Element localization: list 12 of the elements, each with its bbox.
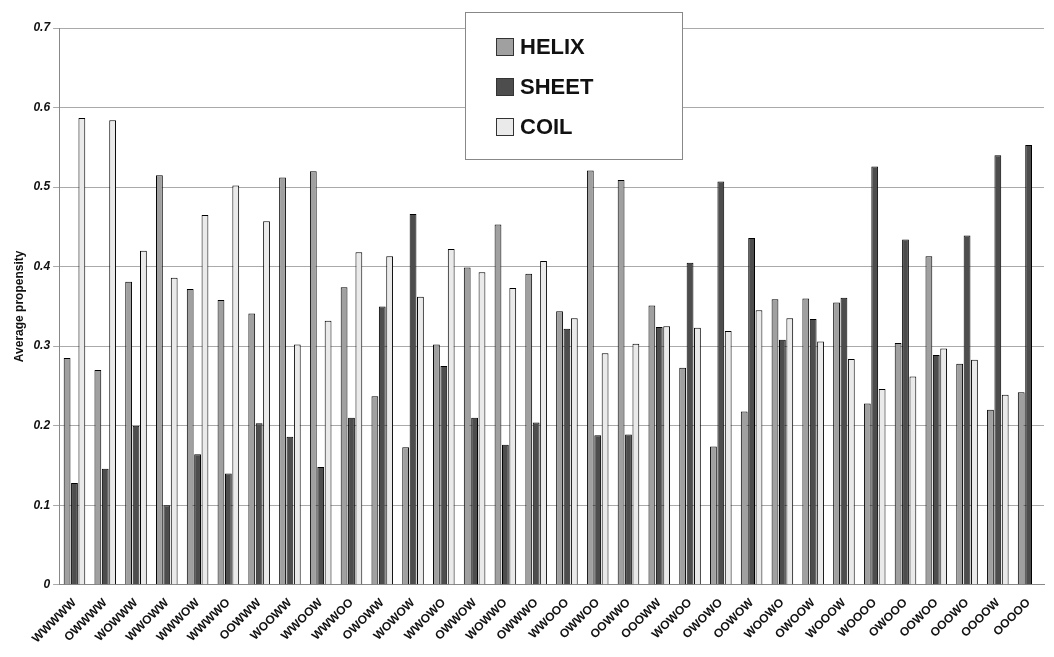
- y-tick-label: 0.5: [33, 179, 51, 194]
- legend-label: HELIX: [520, 34, 585, 60]
- y-tick-label: 0.3: [33, 338, 51, 353]
- y-tick-label: 0.1: [33, 497, 51, 512]
- legend-label: COIL: [520, 114, 573, 140]
- y-axis-title: Average propensity: [11, 250, 26, 363]
- y-tick-label: 0.2: [33, 418, 51, 433]
- y-tick-label: 0.7: [33, 20, 52, 35]
- y-tick-label: 0: [43, 577, 51, 592]
- y-tick-label: 0.4: [33, 258, 51, 273]
- y-tick-label: 0.6: [33, 99, 51, 114]
- legend-label: SHEET: [520, 74, 594, 100]
